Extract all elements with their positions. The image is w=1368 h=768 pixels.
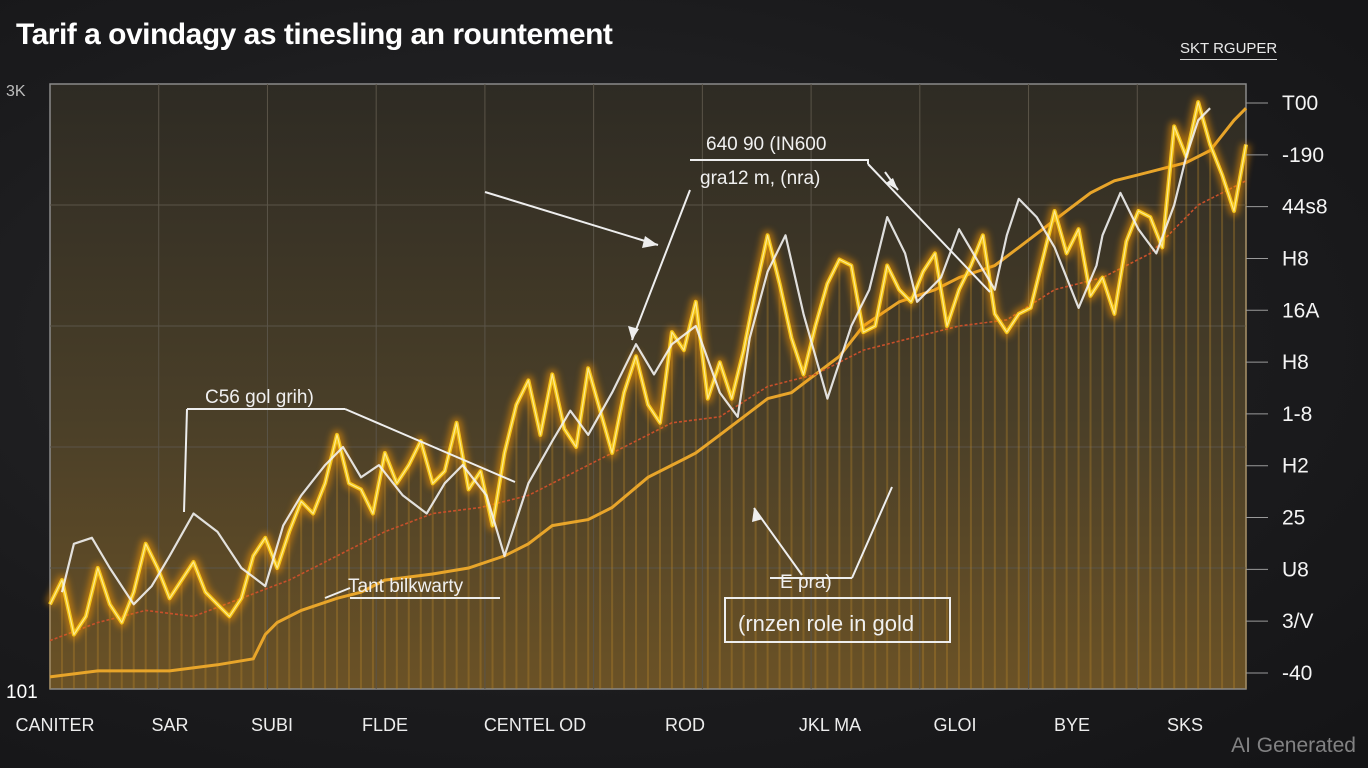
chart-title: Tarif a ovindagy as tinesling an rountem… [16,18,613,51]
gold-price-core [49,101,1247,636]
arrowhead-up [752,508,763,522]
y-tick-label: T00 [1282,92,1318,115]
overlay-white-line [60,107,1211,606]
y-tick-label: 3/V [1282,610,1314,633]
x-tick-label: BYE [1054,715,1090,735]
x-tick-label: JKL MA [799,715,861,735]
x-tick-label: SUBI [251,715,293,735]
x-axis-ticks: CANITER SAR SUBI FLDE CENTEL OD ROD JKL MA GLOI… [15,715,1203,735]
y-axis-ticks: T00 -190 44s8 H8 16A H8 1-8 H2 25 U8 3/V -40 [1246,92,1328,685]
y-tick-label: 44s8 [1282,196,1328,219]
annotation-pointer-tant [324,587,500,599]
annotation-e-pra: E pra) [780,572,832,593]
x-tick-label: ROD [665,715,705,735]
y-tick-label: H8 [1282,351,1309,374]
x-tick-label: FLDE [362,715,408,735]
moving-average-line [49,180,1247,642]
y-tick-label: 1-8 [1282,403,1312,426]
ai-generated-watermark: AI Generated [1231,734,1356,757]
arrowhead-right [886,178,898,190]
annotation-texts: C56 gol grih) 640 90 (IN600 gra12 m, (nr… [205,134,914,636]
annotation-box-role-in-gold [724,597,951,643]
trend-line [49,107,1248,679]
annotation-arrowheads [628,178,898,522]
corner-label-bottom-left: 101 [6,682,38,703]
annotation-role-in-gold: (rnzen role in gold [738,611,914,636]
x-tick-label: CENTEL OD [484,715,586,735]
x-tick-label: SKS [1167,715,1203,735]
x-tick-label: SAR [151,715,188,735]
arrowhead-left [642,236,658,248]
y-tick-label: H2 [1282,455,1309,478]
volume-spikes [49,102,1247,689]
y-tick-label: -190 [1282,144,1324,167]
arrowhead-down [628,326,639,340]
y-tick-label: H8 [1282,247,1309,270]
annotation-pointer-gold-grih [183,408,516,513]
annotation-arrow-left [484,191,659,246]
y-tick-label: 25 [1282,507,1305,530]
annotation-pointer-top [631,159,991,341]
annotation-gold-grih: C56 gol grih) [205,387,314,408]
x-tick-label: CANITER [15,715,94,735]
annotation-top-line1: 640 90 (IN600 [706,134,826,155]
annotation-tant-bilkwarty: Tant bilkwarty [348,576,464,597]
legend-label: SKT RGUPER [1180,40,1278,60]
annotation-top-line2: gra12 m, (nra) [700,168,820,189]
y-tick-label: -40 [1282,662,1312,685]
y-tick-label: U8 [1282,558,1309,581]
y-tick-label: 16A [1282,299,1319,322]
x-tick-label: GLOI [933,715,976,735]
corner-label-top-left: 3K [6,83,26,100]
